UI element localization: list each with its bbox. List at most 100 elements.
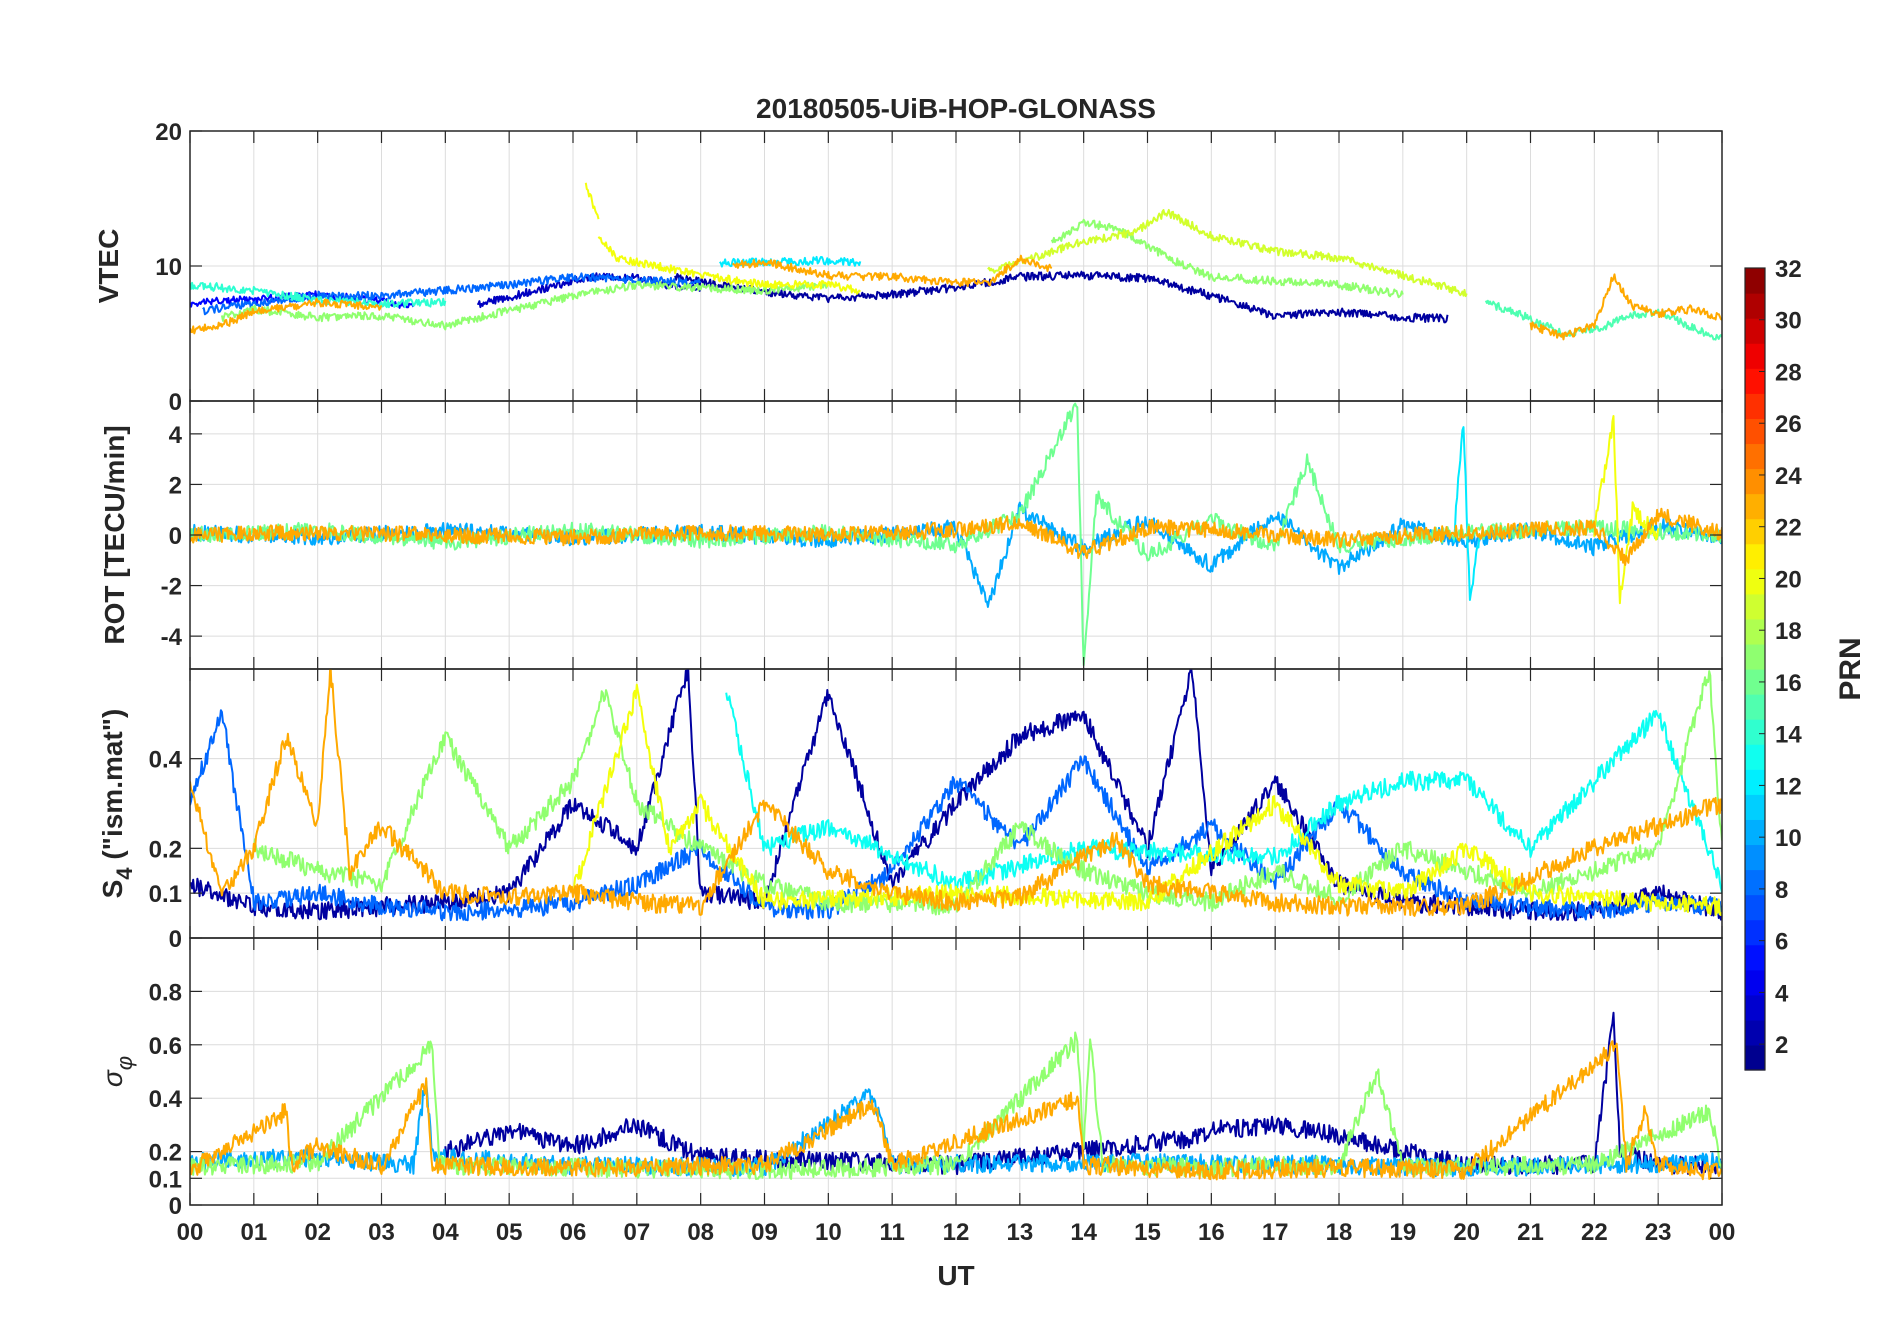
colorbar-band (1745, 368, 1765, 394)
y-tick-label: 0 (169, 1193, 182, 1220)
series-prn-2 (674, 270, 1449, 324)
colorbar-band (1745, 944, 1765, 971)
x-tick-label: 04 (432, 1219, 459, 1246)
y-tick-label: -2 (161, 574, 182, 601)
colorbar-band (1745, 293, 1765, 319)
colorbar-band (1745, 769, 1765, 795)
colorbar-band (1745, 443, 1765, 470)
colorbar-tick-label: 22 (1775, 515, 1802, 542)
y-tick-label: 0.1 (149, 881, 182, 908)
y-tick-label: 20 (155, 119, 182, 146)
colorbar-band (1745, 643, 1765, 670)
x-tick-label: 15 (1134, 1219, 1161, 1246)
panel-grid (190, 131, 1722, 401)
colorbar-band (1745, 869, 1765, 896)
panel-sigma: 00.10.2 0.4 0.6 0.8 σφ (97, 937, 1723, 1220)
x-tick-label: 01 (240, 1219, 267, 1246)
colorbar-label: PRN (1834, 637, 1867, 700)
colorbar-tick-label: 16 (1775, 670, 1802, 697)
series-prn-12 (1452, 426, 1481, 601)
y-tick-label: 4 (169, 422, 183, 449)
series-prn-20 (597, 236, 862, 295)
x-tick-label: 09 (751, 1219, 778, 1246)
panel-series (190, 402, 1722, 667)
panel-rot: -4 -2 0 2 4 ROT [TECU/min] (99, 400, 1723, 670)
colorbar-band (1745, 343, 1765, 369)
series-prn-23 (190, 507, 1722, 566)
y-tick-label: 0.2 (149, 1140, 182, 1167)
series-prn-15 (1484, 299, 1722, 341)
colorbar-tick-label: 4 (1775, 980, 1789, 1007)
colorbar-band (1745, 393, 1765, 419)
x-tick-label: 05 (496, 1219, 523, 1246)
x-tick-label: 08 (687, 1219, 714, 1246)
x-tick-label: 22 (1581, 1219, 1608, 1246)
colorbar-band (1745, 794, 1765, 820)
colorbar-tick-label: 28 (1775, 359, 1802, 386)
series-prn-23 (190, 669, 1722, 917)
panel-vtec: 0 10 20 VTEC (93, 119, 1723, 416)
x-axis-label: UT (937, 1260, 974, 1291)
series-prn-17 (1050, 218, 1404, 299)
y-axis-label: VTEC (93, 229, 124, 304)
panel-series (190, 1011, 1722, 1181)
y-tick-label: 0.6 (149, 1033, 182, 1060)
y-axis-label: S4 ("ism.mat") (97, 709, 137, 899)
y-axis-label-sub: 4 (112, 867, 137, 880)
y-tick-label: 0 (169, 389, 182, 416)
colorbar-tick-label: 32 (1775, 256, 1802, 283)
y-axis-label-main: σ (97, 1069, 128, 1087)
x-tick-label: 12 (943, 1219, 970, 1246)
x-axis-tick-labels: 00 01 02 03 04 05 06 07 08 09 10 11 12 13 14 15 16 17 18 19… (177, 1219, 1736, 1246)
colorbar-band (1745, 543, 1765, 570)
x-tick-label: 11 (879, 1219, 904, 1246)
panel-s4: 0 0.1 0.2 0.4 S4 ("ism.mat") (97, 668, 1723, 953)
colorbar-tick-label: 8 (1775, 877, 1788, 904)
colorbar-band (1745, 518, 1765, 545)
colorbar-tick-label: 14 (1775, 722, 1802, 749)
panel-series (190, 669, 1722, 922)
colorbar-band (1745, 894, 1765, 921)
colorbar-band (1745, 969, 1765, 996)
y-tick-label: 0.4 (149, 1086, 183, 1113)
series-prn-12 (718, 255, 862, 268)
series-prn-23 (1529, 273, 1722, 341)
series-prn-23 (190, 297, 383, 335)
series-prn-17 (252, 670, 1722, 916)
y-axis-label-rest: ("ism.mat") (97, 709, 128, 868)
series-prn-20 (584, 182, 600, 220)
x-tick-label: 13 (1006, 1219, 1033, 1246)
x-tick-label: 00 (177, 1219, 204, 1246)
x-tick-label: 21 (1517, 1219, 1544, 1246)
colorbar-tick-label: 20 (1775, 566, 1802, 593)
y-axis-label: ROT [TECU/min] (99, 425, 130, 644)
colorbar-tick-label: 6 (1775, 929, 1788, 956)
x-tick-label: 17 (1262, 1219, 1289, 1246)
series-prn-20 (572, 683, 1722, 916)
y-tick-label: 0 (169, 523, 182, 550)
colorbar-band (1745, 418, 1765, 445)
x-tick-label: 02 (304, 1219, 331, 1246)
x-tick-label: 07 (623, 1219, 650, 1246)
x-tick-label: 23 (1645, 1219, 1672, 1246)
x-tick-label: 14 (1070, 1219, 1097, 1246)
colorbar-tick-label: 18 (1775, 618, 1802, 645)
colorbar-band (1745, 593, 1765, 620)
x-tick-label: 18 (1326, 1219, 1353, 1246)
colorbar-band (1745, 568, 1765, 595)
x-tick-label: 16 (1198, 1219, 1225, 1246)
y-tick-label: 10 (155, 254, 182, 281)
series-prn-20 (1593, 415, 1660, 605)
y-tick-label: 0.8 (149, 979, 182, 1006)
colorbar-band (1745, 844, 1765, 871)
y-axis-label: σφ (97, 1056, 137, 1087)
colorbar-tick-label: 12 (1775, 773, 1802, 800)
colorbar-band (1745, 919, 1765, 946)
y-axis-label-main: S (97, 880, 128, 899)
panel-series (190, 182, 1722, 341)
colorbar-tick-label: 10 (1775, 825, 1802, 852)
chart-title: 20180505-UiB-HOP-GLONASS (756, 93, 1156, 124)
